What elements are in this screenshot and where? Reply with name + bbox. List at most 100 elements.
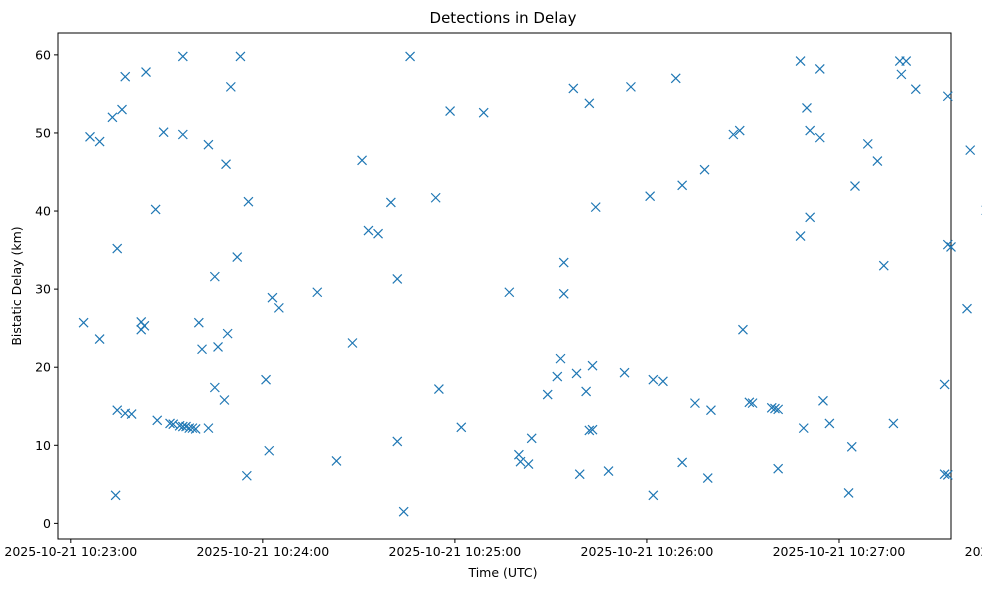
data-point: [504, 287, 515, 298]
data-point: [798, 423, 809, 434]
data-point: [766, 402, 777, 413]
data-point: [939, 379, 950, 390]
data-point: [824, 418, 835, 429]
data-point: [264, 445, 275, 456]
data-point: [770, 403, 780, 414]
data-point: [677, 457, 688, 468]
data-point: [126, 409, 137, 419]
x-tick-label: 2025-10-21 10:25:00: [389, 544, 522, 559]
data-point: [243, 196, 254, 207]
x-axis: 2025-10-21 10:23:00 2025-10-21 10:24:00 20…: [4, 539, 982, 559]
data-point: [558, 288, 569, 299]
data-point: [168, 419, 179, 430]
data-point: [645, 191, 656, 202]
data-point: [738, 324, 748, 335]
data-point: [795, 56, 806, 67]
data-point: [626, 81, 636, 92]
data-point: [584, 98, 595, 109]
data-point: [677, 180, 688, 191]
data-point: [965, 145, 976, 156]
data-point: [942, 91, 953, 102]
data-point: [878, 260, 889, 271]
data-point: [187, 423, 198, 434]
data-point: [888, 418, 899, 429]
data-point: [392, 436, 403, 447]
data-point: [939, 469, 950, 480]
data-point: [896, 69, 907, 80]
data-point: [802, 103, 812, 113]
data-point: [331, 455, 342, 466]
data-point: [747, 398, 758, 409]
data-point: [699, 164, 710, 175]
data-point: [587, 424, 598, 435]
data-point: [568, 83, 579, 94]
data-point: [241, 470, 252, 481]
data-point: [120, 71, 131, 82]
data-point: [773, 463, 784, 474]
data-point: [702, 473, 713, 484]
data-point: [347, 338, 358, 348]
data-point: [670, 73, 681, 84]
plot-area: [57, 32, 952, 540]
data-point: [177, 51, 188, 62]
data-point: [235, 51, 246, 62]
data-point: [430, 192, 441, 203]
data-point: [584, 425, 595, 436]
data-point: [107, 112, 118, 123]
data-point: [203, 423, 214, 434]
x-tick-label: 2025-10-21 10:28:00: [965, 544, 982, 559]
data-point: [515, 456, 526, 467]
data-point: [862, 138, 873, 149]
data-point: [734, 125, 745, 136]
data-point: [648, 374, 659, 385]
data-point: [445, 106, 456, 117]
data-point: [706, 405, 716, 416]
data-point: [392, 274, 403, 284]
data-point: [261, 374, 271, 385]
data-point: [209, 382, 220, 393]
data-point: [158, 127, 169, 138]
data-point: [193, 317, 204, 328]
data-point: [773, 404, 784, 415]
x-tick-label: 2025-10-21 10:26:00: [581, 544, 714, 559]
data-point: [197, 344, 207, 355]
data-point: [181, 421, 191, 432]
x-tick-label: 2025-10-21 10:27:00: [773, 544, 906, 559]
data-point: [110, 490, 121, 501]
data-point: [190, 423, 201, 434]
data-point: [555, 353, 566, 364]
data-point: [805, 212, 816, 223]
data-point: [523, 459, 534, 469]
data-point: [478, 107, 489, 118]
data-point: [728, 129, 739, 140]
y-axis: 0 10 20 30 40 50 60: [35, 47, 58, 531]
data-point: [962, 303, 972, 314]
data-point: [177, 421, 188, 432]
y-tick-label: 50: [35, 125, 51, 140]
data-point: [267, 292, 278, 303]
y-tick-label: 10: [35, 438, 51, 453]
data-point: [843, 488, 854, 498]
y-tick-label: 60: [35, 47, 51, 62]
data-point: [744, 397, 755, 408]
data-point: [150, 204, 161, 215]
data-point: [850, 181, 860, 191]
data-point: [658, 376, 668, 387]
data-point: [139, 320, 150, 331]
data-point: [209, 271, 220, 282]
data-point: [222, 328, 233, 339]
x-tick-label: 2025-10-21 10:23:00: [4, 544, 137, 559]
data-point: [690, 398, 700, 409]
data-point: [232, 252, 243, 263]
data-point: [552, 371, 563, 382]
data-point: [795, 231, 806, 241]
data-point: [814, 63, 825, 74]
data-point: [872, 156, 883, 166]
data-point: [456, 422, 467, 433]
data-point: [94, 334, 105, 345]
data-point: [910, 84, 921, 95]
data-point: [112, 405, 123, 416]
data-point: [433, 384, 444, 394]
data-point: [373, 228, 383, 239]
